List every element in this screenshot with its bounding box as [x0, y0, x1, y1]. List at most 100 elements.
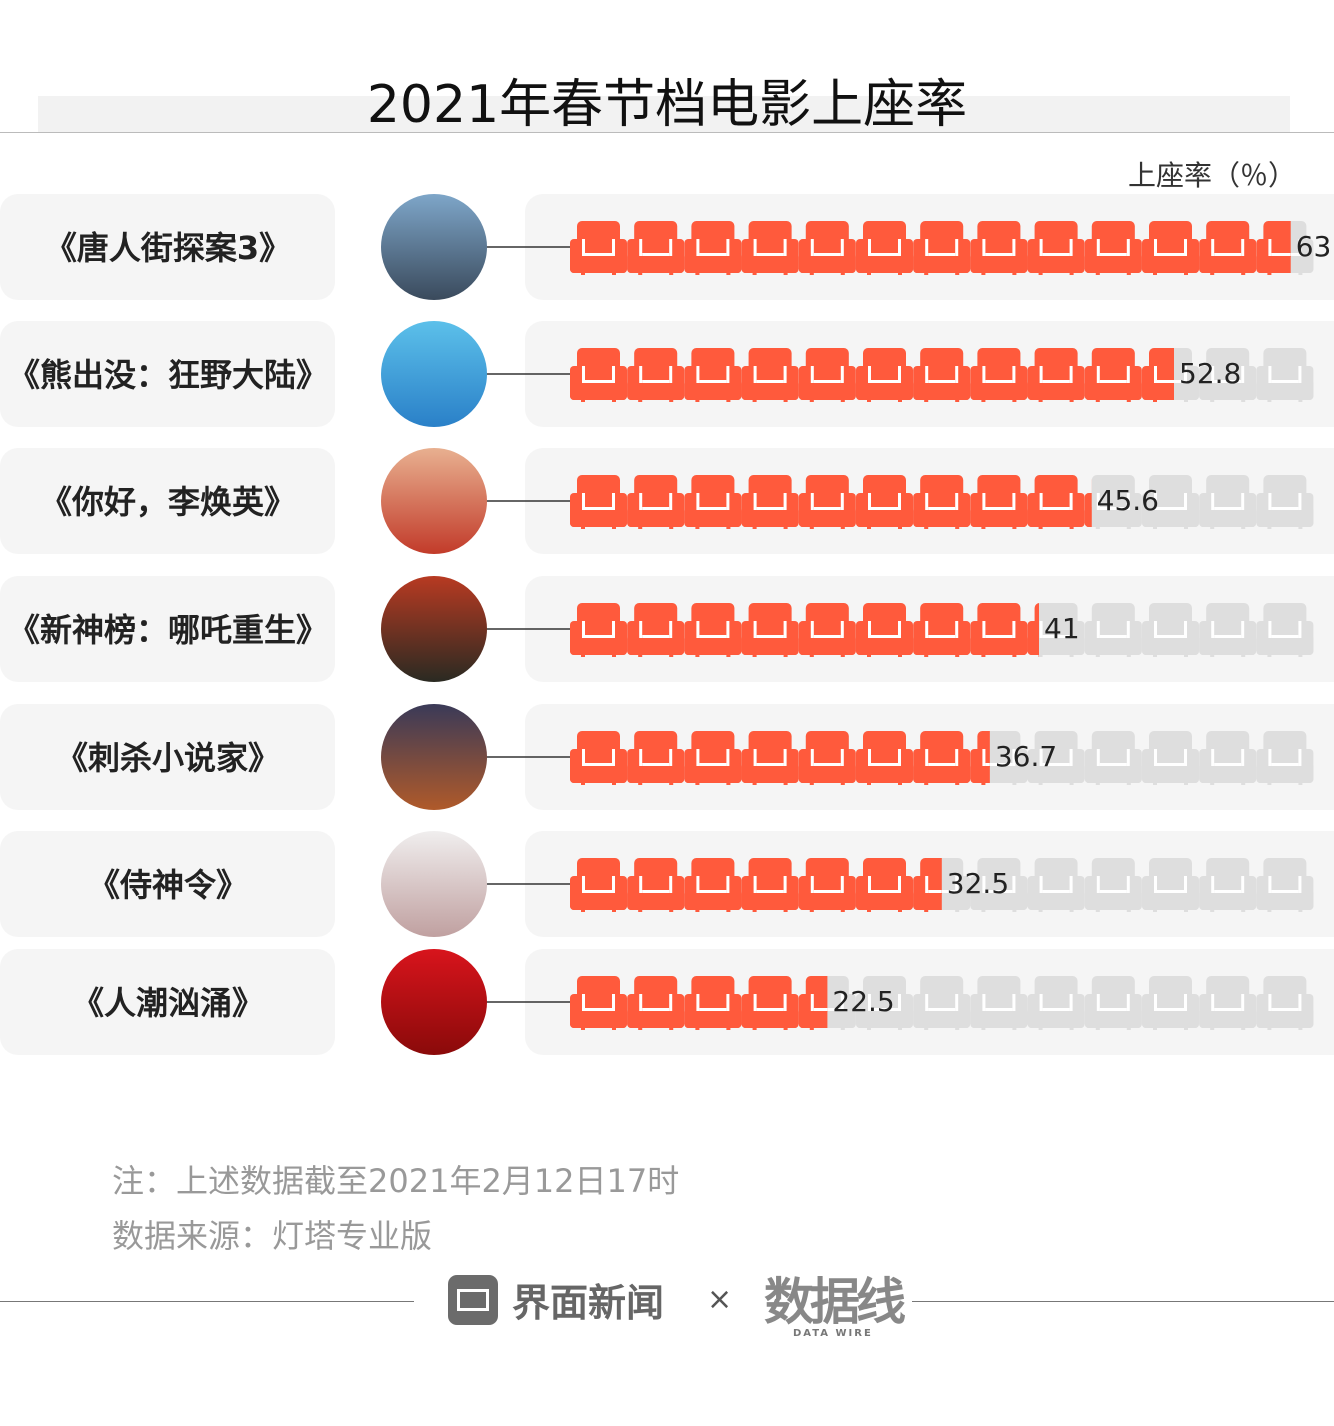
armchair-icon [1084, 976, 1142, 1030]
armchair-icon [1084, 603, 1142, 657]
armchair-icon [1027, 221, 1085, 275]
armchair-icon [1142, 475, 1199, 529]
armchair-icon [798, 731, 856, 785]
armchair-icon [798, 221, 856, 275]
armchair-icon [741, 348, 799, 402]
armchair-icon [798, 858, 856, 912]
armchair-icon [1027, 858, 1085, 912]
armchair-icon [1084, 731, 1142, 785]
armchair-icon [741, 603, 799, 657]
armchair-icon [856, 976, 913, 1030]
armchair-icon [1256, 348, 1314, 402]
armchair-icon [856, 731, 913, 785]
armchair-icon [913, 858, 942, 912]
category-label: 《熊出没：狂野大陆》 [8, 356, 328, 394]
chart-row: 《唐人街探案3》 63 [0, 194, 1334, 300]
value-label: 63 [1296, 230, 1332, 263]
armchair-icon [570, 858, 627, 912]
armchair-icon [627, 731, 685, 785]
armchair-icon [1199, 976, 1257, 1030]
unit-label: 上座率（％） [1127, 159, 1296, 192]
filled-seats [570, 348, 1175, 402]
source-text: 数据来源：灯塔专业版 [112, 1217, 433, 1255]
chart-row: 《你好，李焕英》 45.6 [0, 448, 1334, 554]
armchair-icon [1027, 348, 1085, 402]
armchair-icon [913, 221, 971, 275]
armchair-icon [1027, 976, 1085, 1030]
chart-row: 《人潮汹涌》 22.5 [0, 949, 1334, 1055]
times-sign: × [707, 1282, 733, 1317]
note-text: 注：上述数据截至2021年2月12日17时 [112, 1162, 680, 1200]
armchair-icon [570, 221, 627, 275]
armchair-icon [856, 858, 913, 912]
category-label: 《新神榜：哪吒重生》 [8, 611, 328, 649]
armchair-icon [856, 348, 913, 402]
category-label: 《唐人街探案3》 [45, 229, 291, 267]
chart-title: 2021年春节档电影上座率 [366, 75, 968, 135]
armchair-icon [1084, 493, 1092, 527]
armchair-icon [1256, 858, 1314, 912]
armchair-icon [684, 858, 742, 912]
armchair-icon [1142, 221, 1199, 275]
armchair-icon [570, 976, 627, 1030]
armchair-icon [798, 475, 856, 529]
armchair-icon [741, 221, 799, 275]
movie-poster [381, 576, 487, 682]
value-label: 41 [1044, 612, 1080, 645]
armchair-icon [1142, 603, 1199, 657]
value-label: 36.7 [995, 740, 1057, 773]
armchair-icon [684, 348, 742, 402]
armchair-icon [1142, 348, 1175, 402]
value-label: 45.6 [1097, 484, 1159, 517]
label-band [0, 704, 335, 810]
armchair-icon [1142, 731, 1199, 785]
filled-seats [570, 475, 1092, 529]
armchair-icon [798, 603, 856, 657]
armchair-icon [1027, 603, 1040, 657]
armchair-icon [913, 976, 971, 1030]
movie-poster [381, 194, 487, 300]
category-label: 《人潮汹涌》 [72, 984, 264, 1022]
label-band [0, 949, 335, 1055]
armchair-icon [798, 976, 828, 1030]
armchair-icon [684, 475, 742, 529]
label-band [0, 321, 335, 427]
armchair-icon [1142, 976, 1199, 1030]
armchair-icon [1142, 858, 1199, 912]
armchair-icon [1199, 221, 1257, 275]
armchair-icon [684, 221, 742, 275]
footer-divider-left [0, 1301, 414, 1302]
armchair-icon [741, 731, 799, 785]
armchair-icon [970, 221, 1028, 275]
movie-poster [381, 949, 487, 1055]
label-band [0, 831, 335, 937]
armchair-icon [1256, 976, 1314, 1030]
filled-seats [570, 221, 1291, 275]
label-band [0, 448, 335, 554]
filled-seats [570, 976, 828, 1030]
value-label: 22.5 [832, 985, 894, 1018]
movie-poster [381, 321, 487, 427]
movie-poster [381, 704, 487, 810]
armchair-icon [1027, 475, 1085, 529]
armchair-icon [913, 603, 971, 657]
filled-seats [570, 603, 1040, 657]
armchair-icon [913, 475, 971, 529]
armchair-icon [1199, 348, 1257, 402]
movie-poster [381, 831, 487, 937]
armchair-icon [970, 348, 1028, 402]
armchair-icon [856, 475, 913, 529]
armchair-icon [570, 475, 627, 529]
title-divider [0, 132, 1334, 133]
armchair-icon [627, 976, 685, 1030]
armchair-icon [1256, 475, 1314, 529]
brand-name: 界面新闻 [512, 1281, 665, 1325]
value-label: 32.5 [947, 867, 1009, 900]
armchair-icon [1256, 603, 1314, 657]
label-band [0, 194, 335, 300]
armchair-icon [741, 976, 799, 1030]
armchair-icon [970, 858, 1028, 912]
armchair-icon [1256, 731, 1314, 785]
armchair-icon [1199, 475, 1257, 529]
